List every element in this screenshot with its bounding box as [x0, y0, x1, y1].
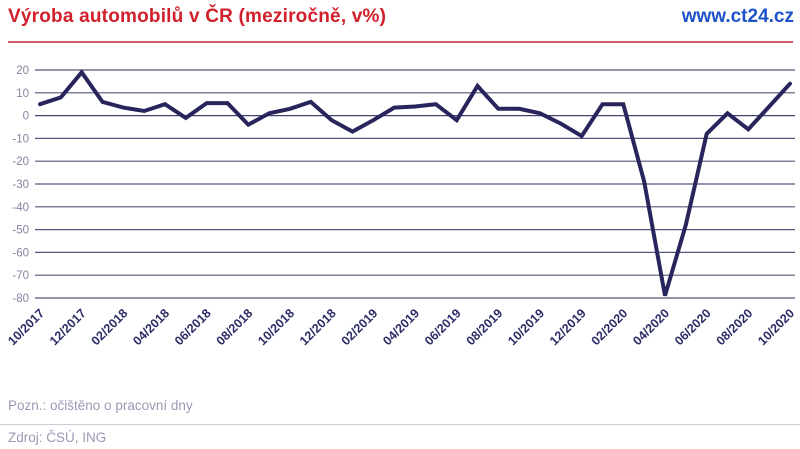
x-axis-labels: 10/2017 12/2017 02/2018 04/2018 06/2018 08/20… — [5, 306, 797, 348]
svg-text:-10: -10 — [12, 133, 29, 145]
svg-text:-50: -50 — [12, 225, 29, 237]
svg-text:10/2019: 10/2019 — [505, 306, 547, 348]
chart-source: Zdroj: ČSÚ, ING — [8, 430, 107, 445]
svg-text:02/2018: 02/2018 — [89, 306, 131, 348]
svg-text:-60: -60 — [12, 247, 29, 259]
svg-text:02/2019: 02/2019 — [339, 306, 381, 348]
svg-text:10/2020: 10/2020 — [755, 306, 797, 348]
svg-text:-80: -80 — [12, 293, 29, 305]
chart-note: Pozn.: očištěno o pracovní dny — [8, 398, 193, 413]
header: Výroba automobilů v ČR (meziročně, v%) w… — [8, 6, 794, 28]
svg-text:06/2020: 06/2020 — [672, 306, 714, 348]
svg-text:04/2020: 04/2020 — [630, 306, 672, 348]
svg-text:08/2020: 08/2020 — [714, 306, 756, 348]
svg-text:-40: -40 — [12, 202, 29, 214]
svg-text:02/2020: 02/2020 — [589, 306, 631, 348]
title-divider — [8, 41, 793, 43]
svg-text:12/2018: 12/2018 — [297, 306, 339, 348]
svg-text:20: 20 — [16, 65, 29, 77]
site-logo-link[interactable]: www.ct24.cz — [681, 6, 794, 27]
page-title: Výroba automobilů v ČR (meziročně, v%) — [8, 6, 387, 27]
svg-text:-30: -30 — [12, 179, 29, 191]
grid-lines — [35, 69, 795, 299]
y-axis-labels: 20 10 0 -10 -20 -30 -40 -50 -60 -70 -80 — [12, 65, 29, 305]
svg-text:08/2018: 08/2018 — [214, 306, 256, 348]
footer-divider — [0, 424, 800, 425]
svg-text:04/2019: 04/2019 — [380, 306, 422, 348]
line-chart: 20 10 0 -10 -20 -30 -40 -50 -60 -70 -80 10/2017 12/2… — [0, 48, 800, 388]
svg-text:-70: -70 — [12, 270, 29, 282]
svg-text:10/2018: 10/2018 — [255, 306, 297, 348]
svg-text:10/2017: 10/2017 — [5, 306, 47, 348]
svg-text:0: 0 — [23, 111, 29, 123]
svg-text:06/2018: 06/2018 — [172, 306, 214, 348]
svg-text:12/2019: 12/2019 — [547, 306, 589, 348]
svg-text:06/2019: 06/2019 — [422, 306, 464, 348]
svg-text:-20: -20 — [12, 156, 29, 168]
data-line-series — [38, 69, 792, 297]
svg-text:12/2017: 12/2017 — [47, 306, 89, 348]
svg-text:10: 10 — [16, 88, 29, 100]
svg-text:04/2018: 04/2018 — [130, 306, 172, 348]
svg-text:08/2019: 08/2019 — [464, 306, 506, 348]
